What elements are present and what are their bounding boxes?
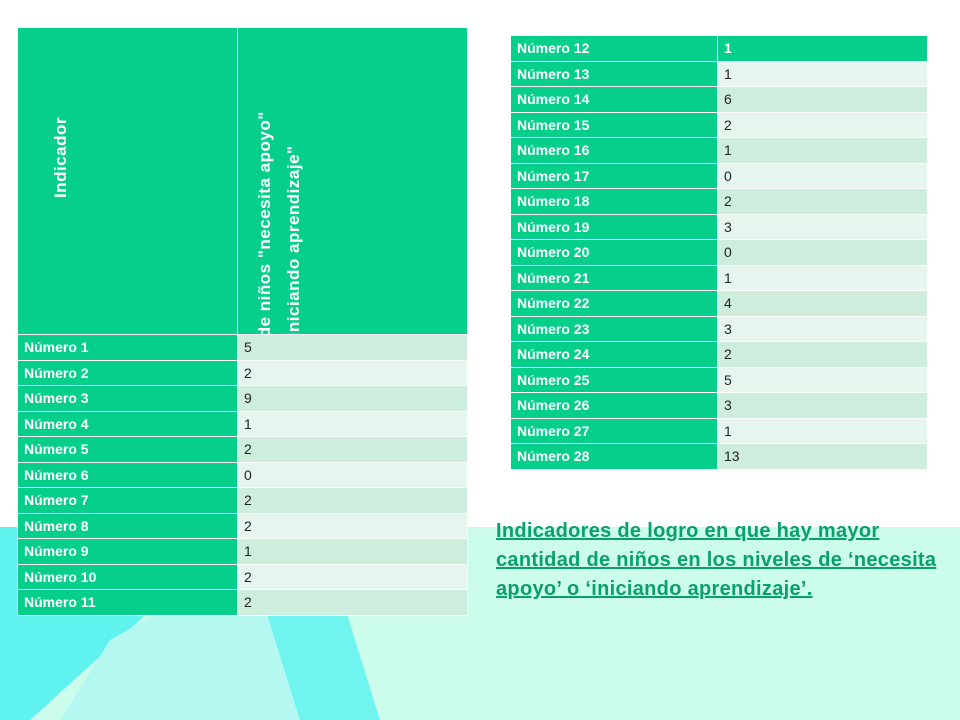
indicator-value: 1 [717,417,928,444]
indicator-value: 3 [717,213,928,240]
indicator-value: 13 [717,443,928,470]
table-row: Número 20 0 [510,239,928,266]
indicator-value: 6 [717,86,928,113]
indicator-label: Número 7 [17,487,238,514]
table-row: Número 19 3 [510,213,928,240]
indicator-value: 1 [717,137,928,164]
table-row: Número 26 3 [510,392,928,419]
caption-text: Indicadores de logro en que hay mayor ca… [496,520,937,600]
table-row: Número 24 2 [510,341,928,368]
indicator-value: 5 [237,334,468,361]
header-indicador: Indicador [51,116,70,198]
indicator-label: Número 13 [510,60,718,87]
indicator-label: Número 3 [17,385,238,412]
indicator-label: Número 9 [17,538,238,565]
table-row: Número 12 1 [510,35,928,62]
indicator-value: 1 [717,60,928,87]
indicator-value: 0 [717,162,928,189]
indicator-value: 2 [717,188,928,215]
indicator-label: Número 4 [17,410,238,437]
indicator-value: 2 [237,359,468,386]
indicator-label: Número 16 [510,137,718,164]
indicator-label: Número 14 [510,86,718,113]
indicator-value: 1 [717,264,928,291]
indicator-label: Número 26 [510,392,718,419]
indicator-label: Número 17 [510,162,718,189]
indicator-label: Número 27 [510,417,718,444]
left-indicator-table: Indicador Nº de niños "necesita apoyo" o… [17,27,468,616]
header-cell-count: Nº de niños "necesita apoyo" o "iniciand… [237,27,468,335]
indicator-label: Número 10 [17,563,238,590]
indicator-value: 5 [717,366,928,393]
table-row: Número 23 3 [510,315,928,342]
indicator-value: 2 [237,563,468,590]
table-row: Número 22 4 [510,290,928,317]
indicator-value: 2 [237,487,468,514]
indicator-value: 0 [237,461,468,488]
indicator-label: Número 28 [510,443,718,470]
table-row: Número 15 2 [510,111,928,138]
indicator-label: Número 25 [510,366,718,393]
indicator-value: 2 [717,341,928,368]
table-row: Número 10 2 [17,563,468,590]
indicator-label: Número 2 [17,359,238,386]
indicator-value: 1 [237,538,468,565]
indicator-label: Número 20 [510,239,718,266]
left-table-header-row: Indicador Nº de niños "necesita apoyo" o… [17,27,468,335]
indicator-label: Número 8 [17,512,238,539]
indicator-value: 1 [717,35,928,62]
table-row: Número 17 0 [510,162,928,189]
indicator-label: Número 11 [17,589,238,616]
table-row: Número 16 1 [510,137,928,164]
table-row: Número 21 1 [510,264,928,291]
indicator-label: Número 21 [510,264,718,291]
indicator-value: 1 [237,410,468,437]
indicator-value: 2 [237,589,468,616]
indicator-value: 3 [717,315,928,342]
indicator-label: Número 1 [17,334,238,361]
table-row: Número 11 2 [17,589,468,616]
indicator-label: Número 15 [510,111,718,138]
indicator-value: 2 [717,111,928,138]
header-children-count: Nº de niños "necesita apoyo" o "iniciand… [255,111,303,335]
table-row: Número 13 1 [510,60,928,87]
indicator-value: 4 [717,290,928,317]
indicator-label: Número 12 [510,35,718,62]
indicator-label: Número 22 [510,290,718,317]
indicator-value: 3 [717,392,928,419]
indicator-value: 2 [237,436,468,463]
indicator-label: Número 18 [510,188,718,215]
table-row: Número 27 1 [510,417,928,444]
table-row: Número 14 6 [510,86,928,113]
indicator-label: Número 19 [510,213,718,240]
table-row: Número 25 5 [510,366,928,393]
indicator-label: Número 24 [510,341,718,368]
right-indicator-table: Número 12 1 Número 13 1 Número 14 6 Número 15 2… [510,35,928,470]
indicator-label: Número 6 [17,461,238,488]
table-row: Número 28 13 [510,443,928,470]
indicator-value: 0 [717,239,928,266]
table-row: Número 18 2 [510,188,928,215]
indicator-value: 2 [237,512,468,539]
indicator-label: Número 23 [510,315,718,342]
header-cell-indicador: Indicador [17,27,238,335]
indicator-value: 9 [237,385,468,412]
indicator-label: Número 5 [17,436,238,463]
